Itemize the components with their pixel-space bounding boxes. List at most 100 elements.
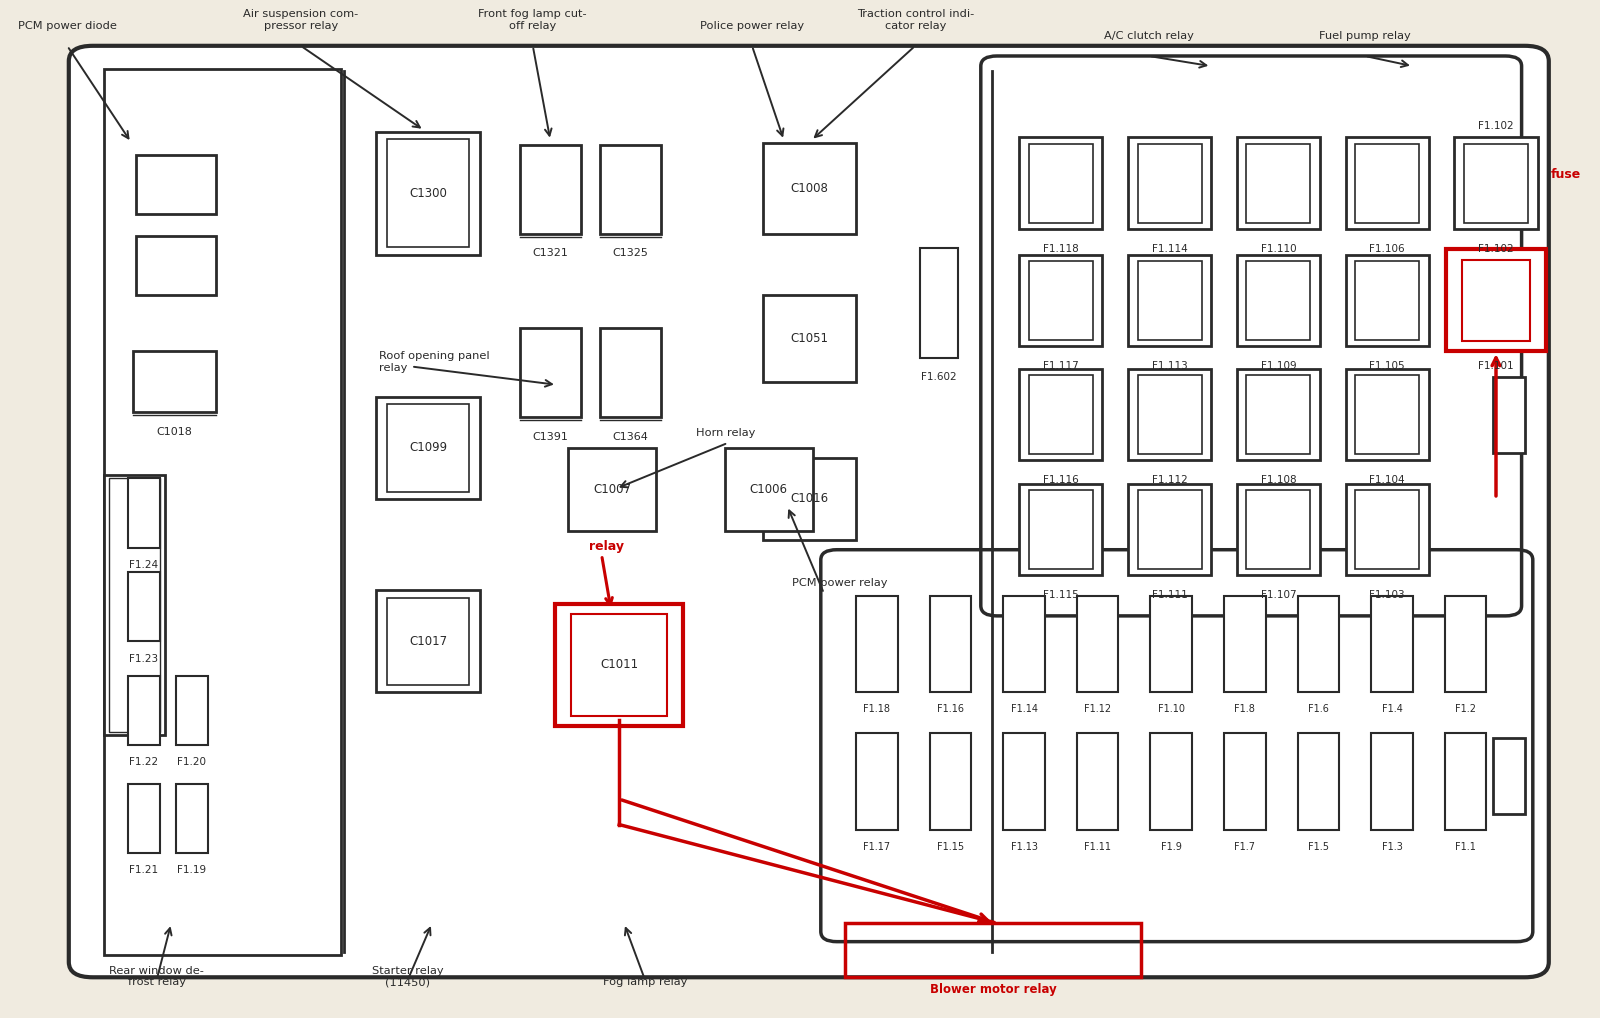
Bar — [1371, 596, 1413, 692]
Bar — [1150, 733, 1192, 830]
Bar — [128, 572, 160, 641]
Bar — [1298, 733, 1339, 830]
Bar — [930, 596, 971, 692]
Bar — [1029, 375, 1093, 454]
Text: C1099: C1099 — [410, 442, 446, 454]
Text: A/C clutch relay: A/C clutch relay — [1104, 31, 1194, 41]
Bar — [1128, 369, 1211, 460]
Text: F1.104: F1.104 — [1370, 475, 1405, 486]
Text: C1391: C1391 — [533, 432, 568, 442]
Bar — [1346, 369, 1429, 460]
Bar — [600, 328, 661, 417]
Text: F1.13: F1.13 — [1011, 842, 1037, 852]
Text: F1.114: F1.114 — [1152, 244, 1187, 254]
Text: F1.116: F1.116 — [1043, 475, 1078, 486]
Text: F1.2: F1.2 — [1454, 704, 1477, 715]
Text: Police power relay: Police power relay — [699, 20, 805, 31]
Text: F1.103: F1.103 — [1370, 590, 1405, 601]
Bar — [128, 784, 160, 853]
Text: F1.105: F1.105 — [1370, 361, 1405, 372]
Text: F1.6: F1.6 — [1307, 704, 1330, 715]
Bar — [1224, 733, 1266, 830]
Text: F1.109: F1.109 — [1261, 361, 1296, 372]
Bar — [1224, 596, 1266, 692]
Bar — [104, 475, 165, 735]
Text: Blower motor relay: Blower motor relay — [930, 983, 1058, 997]
Bar — [600, 145, 661, 234]
Text: F1.21: F1.21 — [130, 865, 158, 875]
Bar — [763, 295, 856, 382]
Text: F1.107: F1.107 — [1261, 590, 1296, 601]
Bar — [1355, 375, 1419, 454]
Text: C1051: C1051 — [790, 332, 829, 345]
Text: F1.18: F1.18 — [864, 704, 890, 715]
Bar — [1246, 144, 1310, 223]
Bar — [1003, 596, 1045, 692]
Text: C1321: C1321 — [533, 248, 568, 259]
Text: C1018: C1018 — [157, 427, 192, 437]
Text: F1.117: F1.117 — [1043, 361, 1078, 372]
Text: F1.602: F1.602 — [922, 372, 957, 382]
Bar — [376, 397, 480, 499]
Bar — [109, 478, 160, 732]
Text: F1.23: F1.23 — [130, 654, 158, 664]
Text: F1.20: F1.20 — [178, 757, 206, 768]
Bar — [1128, 254, 1211, 346]
Bar — [568, 448, 656, 531]
Bar — [1298, 596, 1339, 692]
Bar — [1493, 738, 1525, 814]
Text: F1.24: F1.24 — [130, 560, 158, 570]
Bar — [1445, 733, 1486, 830]
Bar — [1355, 144, 1419, 223]
Text: F1.3: F1.3 — [1381, 842, 1403, 852]
Text: C1007: C1007 — [594, 484, 630, 496]
Bar — [1029, 490, 1093, 569]
Bar — [1454, 137, 1538, 229]
Bar — [1355, 490, 1419, 569]
Text: relay: relay — [589, 541, 624, 553]
Bar — [1237, 369, 1320, 460]
Bar — [1237, 137, 1320, 229]
Text: F1.118: F1.118 — [1043, 244, 1078, 254]
Bar — [1445, 596, 1486, 692]
Bar — [1246, 261, 1310, 340]
Text: Horn relay: Horn relay — [696, 428, 755, 438]
Bar — [1029, 144, 1093, 223]
Text: C1008: C1008 — [790, 182, 829, 194]
Bar — [1446, 249, 1546, 351]
Text: C1364: C1364 — [613, 432, 648, 442]
Text: F1.8: F1.8 — [1234, 704, 1256, 715]
Text: F1.10: F1.10 — [1158, 704, 1184, 715]
Text: F1.22: F1.22 — [130, 757, 158, 768]
Text: F1.15: F1.15 — [938, 842, 963, 852]
Text: F1.111: F1.111 — [1152, 590, 1187, 601]
Text: Front fog lamp cut-
off relay: Front fog lamp cut- off relay — [478, 9, 587, 31]
Text: C1325: C1325 — [613, 248, 648, 259]
Bar — [387, 139, 469, 247]
Bar — [1019, 369, 1102, 460]
Bar — [856, 733, 898, 830]
Bar — [1346, 137, 1429, 229]
Bar — [1150, 596, 1192, 692]
Bar — [133, 351, 216, 412]
Bar — [520, 328, 581, 417]
Bar — [176, 676, 208, 745]
Text: Roof opening panel
relay: Roof opening panel relay — [379, 351, 490, 373]
Text: F1.101: F1.101 — [1478, 361, 1514, 372]
Bar — [1462, 260, 1530, 341]
Text: PCM power diode: PCM power diode — [18, 20, 117, 31]
Bar — [387, 404, 469, 492]
Text: F1.14: F1.14 — [1011, 704, 1037, 715]
Bar — [1493, 377, 1525, 453]
Bar — [725, 448, 813, 531]
Bar — [1003, 733, 1045, 830]
Bar — [1355, 261, 1419, 340]
Text: F1.7: F1.7 — [1234, 842, 1256, 852]
Text: F1.110: F1.110 — [1261, 244, 1296, 254]
Text: F1.4: F1.4 — [1381, 704, 1403, 715]
Bar — [1464, 144, 1528, 223]
Text: Fuel pump relay: Fuel pump relay — [1318, 31, 1411, 41]
Text: F1.113: F1.113 — [1152, 361, 1187, 372]
Bar — [1237, 254, 1320, 346]
Bar — [1138, 261, 1202, 340]
